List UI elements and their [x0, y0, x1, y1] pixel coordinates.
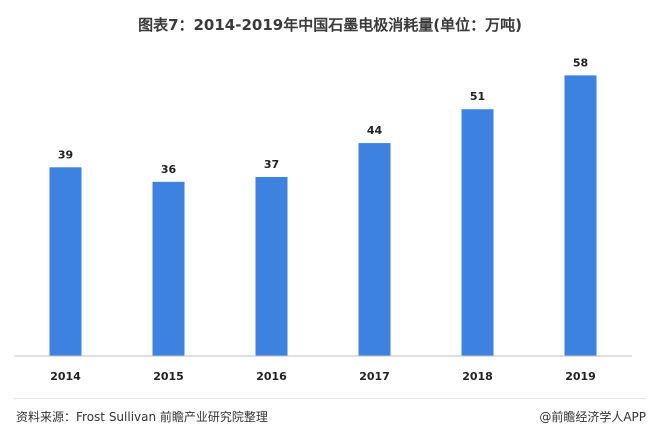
data-label-2017: 44 [367, 124, 383, 137]
data-label-2018: 51 [470, 90, 485, 103]
source-note: 资料来源：Frost Sullivan 前瞻产业研究院整理 [16, 410, 268, 424]
bar-2017 [358, 143, 391, 356]
x-tick-label-2019: 2019 [565, 370, 596, 383]
bar-2018 [461, 109, 494, 357]
data-label-2019: 58 [573, 56, 588, 69]
x-tick-label-2015: 2015 [153, 370, 184, 383]
bar-chart: 39 36 37 44 51 58 2014 2015 2016 2017 2018 2019 [14, 56, 632, 383]
x-tick-label-2014: 2014 [50, 370, 81, 383]
bar-2016 [255, 176, 288, 356]
data-label-2015: 36 [161, 163, 177, 176]
data-label-2014: 39 [58, 148, 73, 161]
bar-2019 [564, 75, 597, 357]
bar-2014 [49, 167, 82, 356]
bar-2015 [152, 181, 185, 356]
x-tick-label-2018: 2018 [462, 370, 493, 383]
footer-divider [14, 398, 646, 399]
chart-title: 图表7：2014-2019年中国石墨电极消耗量(单位：万吨) [138, 16, 522, 34]
x-tick-label-2016: 2016 [256, 370, 287, 383]
x-tick-label-2017: 2017 [359, 370, 390, 383]
data-label-2016: 37 [264, 158, 279, 171]
credit-note: @前瞻经济学人APP [539, 410, 646, 424]
